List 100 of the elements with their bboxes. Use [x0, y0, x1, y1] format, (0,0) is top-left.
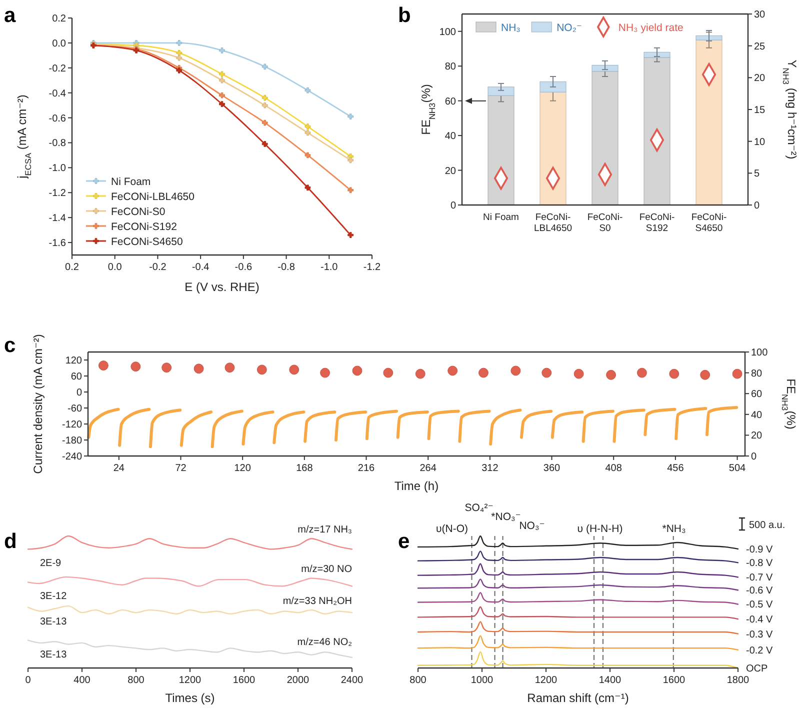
- bar: [488, 86, 514, 96]
- legend-label: NH₃ yield rate: [618, 22, 684, 34]
- x-tick-label: 504: [728, 463, 746, 474]
- x-tick-label: 72: [175, 463, 187, 474]
- point: [636, 368, 647, 378]
- text: υ(N-O): [436, 523, 468, 535]
- series-label: m/z=46 NO₂: [297, 636, 352, 648]
- point: [219, 71, 225, 78]
- x-tick-label: 360: [543, 463, 561, 474]
- y-tick-label: -60: [68, 404, 82, 414]
- point: [262, 102, 268, 108]
- x-tick-label: -0.8: [278, 262, 296, 273]
- point: [219, 48, 225, 54]
- x-tick-label: 408: [605, 463, 622, 474]
- y2-tick-label: 20: [754, 73, 766, 84]
- x-tick-label: 264: [420, 463, 437, 474]
- bar: [644, 57, 670, 206]
- text: υ (H-N-H): [577, 523, 623, 535]
- y2-tick-label: 10: [754, 136, 766, 148]
- series-label: m/z=30 NO: [301, 564, 352, 576]
- x-tick-label: 1800: [726, 675, 750, 686]
- point: [606, 370, 616, 380]
- point: [352, 366, 362, 376]
- bar: [592, 71, 618, 206]
- y-tick-label: -1.4: [48, 213, 66, 224]
- legend-label: FeCONi-LBL4650: [111, 191, 195, 203]
- legend-label: NO₂⁻: [556, 22, 582, 34]
- bar: [592, 64, 618, 72]
- annotation: 2E-9: [40, 558, 62, 570]
- point: [348, 232, 354, 238]
- series-label: -0.8 V: [746, 558, 774, 570]
- point: [304, 130, 311, 136]
- text: 500 a.u.: [749, 520, 786, 531]
- y-tick-label: 100: [439, 26, 456, 38]
- y2-tick-label: 5: [754, 168, 760, 180]
- y-tick-label: -240: [62, 452, 82, 462]
- point: [478, 368, 488, 378]
- x-tick-label: 312: [482, 463, 499, 474]
- point: [162, 362, 172, 373]
- x-tick-label: 0.0: [108, 262, 122, 273]
- y-tick-label: -0.6: [48, 113, 66, 124]
- point: [262, 94, 268, 101]
- y-tick-label: 0.2: [52, 14, 66, 24]
- legend-label: FeCONi-S4650: [111, 236, 183, 248]
- point: [176, 67, 182, 74]
- x-tick-label: -1.2: [363, 262, 382, 273]
- legend-label: FeCONi-S0: [111, 206, 166, 218]
- y-tick-label: 80: [444, 62, 456, 73]
- point: [700, 370, 710, 380]
- point: [262, 141, 268, 147]
- text: *NH₃: [662, 523, 686, 535]
- y2-tick-label: 20: [751, 430, 763, 442]
- x-tick-label: 800: [410, 675, 427, 686]
- series-label: -0.5 V: [746, 600, 774, 611]
- point: [304, 152, 311, 158]
- y-tick-label: 0: [450, 200, 456, 212]
- series-label: -0.4 V: [746, 614, 774, 626]
- x-axis-title: Raman shift (cm⁻¹): [527, 691, 629, 705]
- y-tick-label: -0.8: [48, 138, 66, 150]
- x-tick-label: 456: [667, 463, 684, 474]
- point: [262, 120, 268, 126]
- x-tick-label: -0.2: [149, 262, 167, 273]
- point: [304, 87, 311, 94]
- y-tick-label: -1.0: [48, 163, 66, 174]
- point: [574, 368, 584, 379]
- series-label: -0.3 V: [746, 629, 774, 640]
- x-tick-label: 24: [113, 463, 125, 474]
- x-axis-title: Times (s): [165, 691, 215, 705]
- x-tick-label: 1200: [534, 675, 558, 686]
- x-axis-title: E (V vs. RHE): [184, 280, 260, 294]
- annotation: 3E-13: [40, 649, 68, 660]
- point: [219, 92, 225, 98]
- text: SO₄²⁻: [464, 502, 494, 514]
- x-tick-label: 1400: [598, 675, 622, 686]
- y-tick-label: -0.2: [48, 63, 66, 74]
- y2-tick-label: 40: [751, 410, 763, 421]
- x-tick-label: 2000: [286, 675, 310, 686]
- point: [130, 362, 141, 372]
- point: [304, 184, 311, 191]
- y-tick-label: 20: [444, 166, 456, 177]
- annotation: 3E-12: [40, 591, 68, 602]
- point: [348, 157, 354, 164]
- y-axis-title: Current density (mA cm⁻²): [31, 334, 45, 474]
- bar: [540, 81, 566, 92]
- point: [224, 362, 235, 373]
- point: [415, 368, 426, 379]
- legend-label: NH₃: [501, 22, 520, 34]
- x-axis-title: Time (h): [394, 479, 439, 493]
- y-tick-label: -180: [62, 436, 82, 446]
- x-tick-label: 0: [25, 675, 32, 686]
- series-label: OCP: [746, 664, 768, 674]
- y2-tick-label: 80: [751, 368, 763, 380]
- y-tick-label: 60: [70, 372, 82, 382]
- x-tick-label: 2400: [340, 675, 364, 686]
- point: [176, 50, 182, 56]
- point: [542, 368, 552, 378]
- chart-title: b: [398, 4, 411, 27]
- text: NO₃⁻: [519, 520, 545, 532]
- point: [219, 101, 225, 107]
- x-tick-label: FeCoNi-S192: [639, 212, 675, 234]
